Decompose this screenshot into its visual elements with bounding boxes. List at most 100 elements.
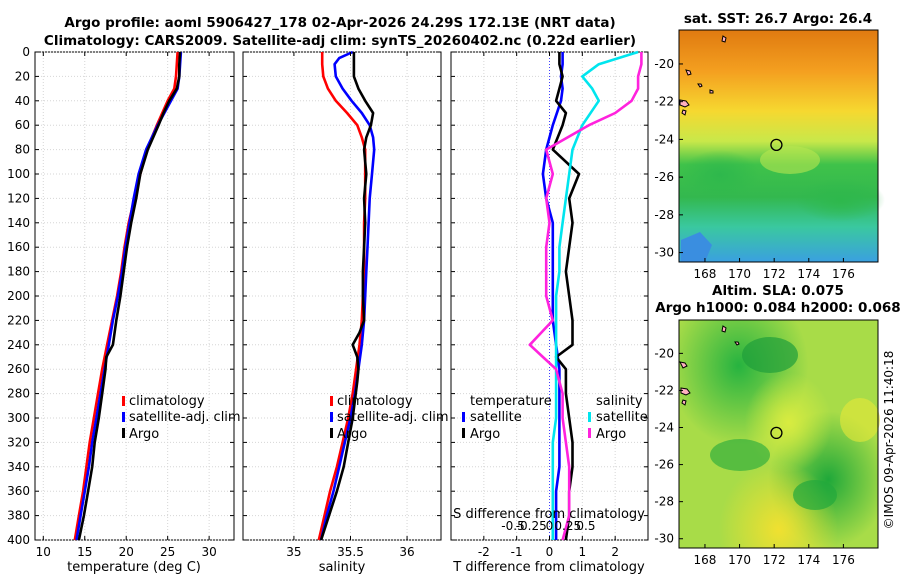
map-ytick-label: -26 — [654, 170, 674, 184]
temperature-xlabel: temperature (deg C) — [67, 560, 201, 575]
ytick-label: 200 — [7, 289, 30, 303]
difference-panel: -2 -1 0 1 2-0.5-0.250 0.250.5 T difference fr… — [450, 50, 649, 575]
legend-s-argo: Argo — [596, 427, 626, 442]
ytick-label: 180 — [7, 265, 30, 279]
map-xtick-label: 174 — [797, 553, 820, 567]
legend-climatology: climatology — [337, 394, 413, 409]
ytick-label: 40 — [15, 94, 30, 108]
xtick-label: 35 — [286, 545, 301, 559]
xtick-label: 2 — [611, 545, 619, 559]
ytick-label: 280 — [7, 387, 30, 401]
island-icon — [681, 109, 687, 116]
s-xtick-label: -0.25 — [516, 519, 547, 533]
map-ytick-label: -24 — [654, 421, 674, 435]
sst-feature — [760, 146, 820, 174]
ytick-label: 400 — [7, 533, 30, 547]
s-xtick-label: 0 — [546, 519, 554, 533]
s-xtick-label: -0.5 — [501, 519, 524, 533]
salinity-panel: 35 35.5 36 salinity climatology satellite-… — [242, 50, 449, 575]
ytick-label: 80 — [15, 143, 30, 157]
argo-position-marker — [770, 138, 783, 152]
sla-map-frame — [678, 319, 879, 549]
island-icon — [734, 341, 740, 346]
map-xtick-label: 176 — [832, 267, 855, 281]
s-xtick-label: 0.5 — [576, 519, 595, 533]
legend-swatch-climatology — [330, 396, 333, 406]
legend-swatch-s-argo — [588, 428, 591, 438]
xtick-label: 0 — [546, 545, 554, 559]
sst-field — [679, 30, 878, 262]
island-icon — [679, 361, 688, 369]
sla-feature — [742, 337, 798, 373]
temperature-legend: climatology satellite-adj. clim Argo — [122, 394, 241, 442]
legend-swatch-argo — [330, 428, 333, 438]
xtick-label: 15 — [77, 545, 92, 559]
ytick-label: 120 — [7, 191, 30, 205]
t-difference-xlabel: T difference from climatology — [452, 560, 645, 575]
legend-s-satellite: satellite — [596, 410, 648, 425]
map-ytick-label: -26 — [654, 458, 674, 472]
map-xtick-label: 168 — [694, 267, 717, 281]
ytick-label: 260 — [7, 362, 30, 376]
xtick-label: 25 — [160, 545, 175, 559]
island-icon — [697, 83, 703, 88]
legend-climatology: climatology — [129, 394, 205, 409]
legend-swatch-s-satellite — [588, 412, 591, 422]
xtick-label: 36 — [399, 545, 414, 559]
island-icon — [721, 325, 727, 333]
xtick-label: 1 — [579, 545, 587, 559]
legend-swatch-satellite — [330, 412, 333, 422]
difference-legend: temperature satellite Argo salinity sate… — [462, 394, 648, 442]
series-satellite-adj-clim — [319, 50, 376, 541]
sla-map-panel: Altim. SLA: 0.075 Argo h1000: 0.084 h200… — [654, 283, 900, 567]
legend-satellite: satellite-adj. clim — [129, 410, 241, 425]
temperature-panel: 0 20 40 60 80 100 120 140 160 180 200 220 240 260 280 3… — [7, 45, 241, 575]
imos-credit: ©IMOS 09-Apr-2026 11:40:18 — [882, 351, 896, 530]
map-xtick-label: 172 — [763, 553, 786, 567]
sst-map-title: sat. SST: 26.7 Argo: 26.4 — [684, 11, 872, 27]
island-icon — [721, 35, 727, 43]
series-argo — [77, 51, 182, 541]
sla-map-title-line1: Altim. SLA: 0.075 — [712, 283, 844, 299]
argo-position-marker — [770, 426, 783, 440]
legend-argo: Argo — [129, 427, 159, 442]
map-ytick-label: -24 — [654, 132, 674, 146]
ytick-label: 340 — [7, 460, 30, 474]
ytick-label: 220 — [7, 313, 30, 327]
map-ytick-label: -20 — [654, 346, 674, 360]
ytick-label: 140 — [7, 216, 30, 230]
s-difference-xlabel: S difference from climatology — [453, 507, 645, 522]
ytick-label: 160 — [7, 240, 30, 254]
salinity-xlabel: salinity — [319, 560, 366, 575]
sla-feature — [840, 398, 880, 442]
ytick-label: 60 — [15, 118, 30, 132]
series-t-satellite — [541, 52, 564, 540]
sst-cool-feature — [681, 232, 712, 262]
map-ytick-label: -22 — [654, 95, 674, 109]
ytick-label: 320 — [7, 435, 30, 449]
legend-satellite: satellite-adj. clim — [337, 410, 449, 425]
series-t-argo — [551, 52, 581, 541]
legend-t-argo: Argo — [470, 427, 500, 442]
ytick-label: 300 — [7, 411, 30, 425]
legend-temperature-title: temperature — [470, 394, 552, 409]
island-icon — [685, 69, 692, 76]
legend-swatch-argo — [122, 428, 125, 438]
map-xtick-label: 176 — [832, 553, 855, 567]
ytick-label: 240 — [7, 338, 30, 352]
xtick-label: 30 — [201, 545, 216, 559]
legend-argo: Argo — [337, 427, 367, 442]
sst-warm-feature — [795, 178, 885, 222]
map-ytick-label: -22 — [654, 383, 674, 397]
legend-t-satellite: satellite — [470, 410, 522, 425]
series-argo — [319, 52, 375, 541]
xtick-label: 20 — [119, 545, 134, 559]
series-s-satellite — [551, 50, 639, 540]
map-ytick-label: -30 — [654, 246, 674, 260]
island-icon — [681, 399, 687, 406]
ytick-label: 100 — [7, 167, 30, 181]
legend-salinity-title: salinity — [596, 394, 643, 409]
ytick-label: 380 — [7, 509, 30, 523]
legend-swatch-climatology — [122, 396, 125, 406]
